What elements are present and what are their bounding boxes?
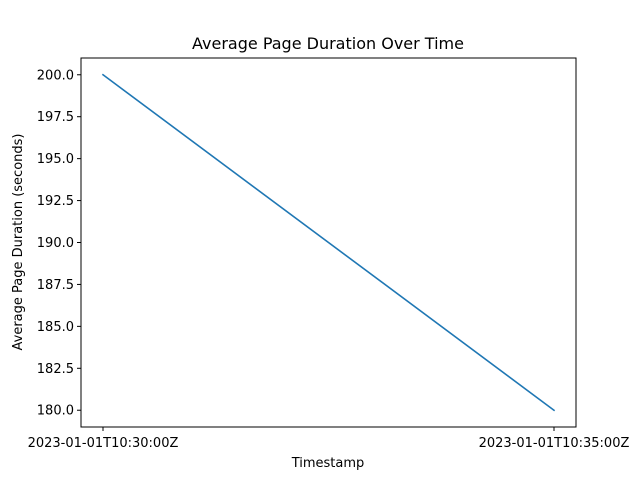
x-axis-ticks: 2023-01-01T10:30:00Z 2023-01-01T10:35:00Z: [28, 427, 630, 451]
y-tick-label: 180.0: [37, 404, 74, 419]
y-tick-label: 187.5: [37, 278, 74, 293]
series-layer: [101, 73, 556, 412]
y-axis-label: Average Page Duration (seconds): [11, 134, 26, 351]
x-tick-label: 2023-01-01T10:35:00Z: [479, 436, 630, 451]
y-tick-label: 195.0: [37, 152, 74, 167]
y-tick-label: 190.0: [37, 236, 74, 251]
y-tick-label: 197.5: [37, 110, 74, 125]
y-tick-label: 185.0: [37, 320, 74, 335]
y-tick-label: 200.0: [37, 68, 74, 83]
plot-area-frame: [80, 57, 577, 428]
y-tick-label: 182.5: [37, 362, 74, 377]
y-tick-label: 192.5: [37, 194, 74, 209]
y-axis-ticks: 180.0 182.5 185.0 187.5 190.0 192.5 195.0 197.5…: [37, 68, 81, 419]
chart-title: Average Page Duration Over Time: [192, 34, 464, 53]
series-line: [101, 73, 556, 412]
x-axis-label: Timestamp: [291, 456, 365, 471]
x-tick-label: 2023-01-01T10:30:00Z: [28, 436, 179, 451]
